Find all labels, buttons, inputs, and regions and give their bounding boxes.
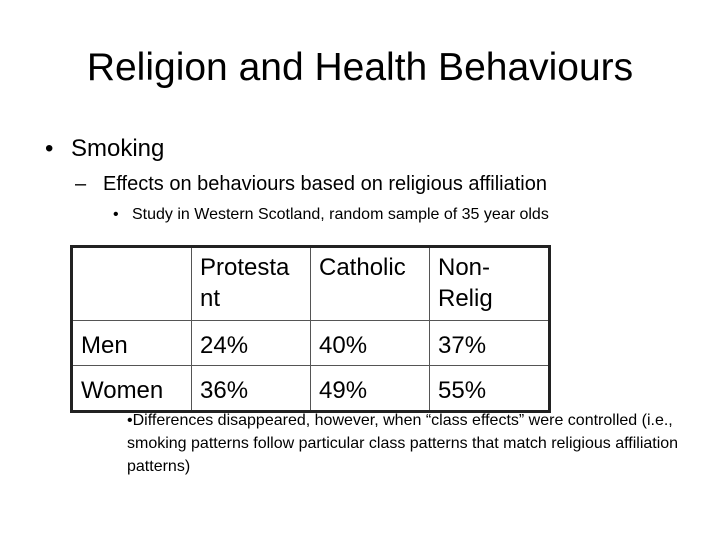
row-label-men: Men	[71, 320, 192, 366]
cell-women-catholic: 49%	[310, 365, 430, 412]
header-protestant: Protesta nt	[191, 246, 311, 321]
sub-bullet-effects-text: Effects on behaviours based on religious…	[103, 173, 547, 195]
cell-men-catholic: 40%	[310, 320, 430, 366]
bullet-dash: –	[75, 173, 87, 195]
bullet-dot: •	[45, 135, 54, 162]
bullet-smoking-text: Smoking	[71, 135, 165, 162]
table-row: Women 36% 49% 55%	[71, 365, 550, 412]
slide-title: Religion and Health Behaviours	[86, 46, 634, 89]
cell-men-protestant: 24%	[191, 320, 311, 366]
table-row: Men 24% 40% 37%	[71, 320, 550, 366]
sub-sub-bullet-study: • Study in Western Scotland, random sampl…	[113, 204, 549, 226]
row-label-women: Women	[71, 365, 192, 412]
header-catholic: Catholic	[310, 246, 430, 321]
cell-women-protestant: 36%	[191, 365, 311, 412]
header-nonrelig: Non- Relig	[429, 246, 550, 321]
table-header-row: Protesta nt Catholic Non- Relig	[71, 246, 550, 321]
header-empty-cell	[71, 246, 192, 321]
footnote-class-effects: •Differences disappeared, however, when …	[127, 412, 679, 475]
cell-men-nonrelig: 37%	[429, 320, 550, 366]
cell-women-nonrelig: 55%	[429, 365, 550, 412]
bullet-smoking: • Smoking	[45, 134, 164, 164]
sub-bullet-effects: – Effects on behaviours based on religiou…	[75, 171, 547, 197]
sub-sub-bullet-study-text: Study in Western Scotland, random sample…	[132, 206, 549, 223]
bullet-dot-small: •	[113, 206, 119, 223]
smoking-table: Protesta nt Catholic Non- Relig Men 24% 40…	[70, 245, 551, 413]
